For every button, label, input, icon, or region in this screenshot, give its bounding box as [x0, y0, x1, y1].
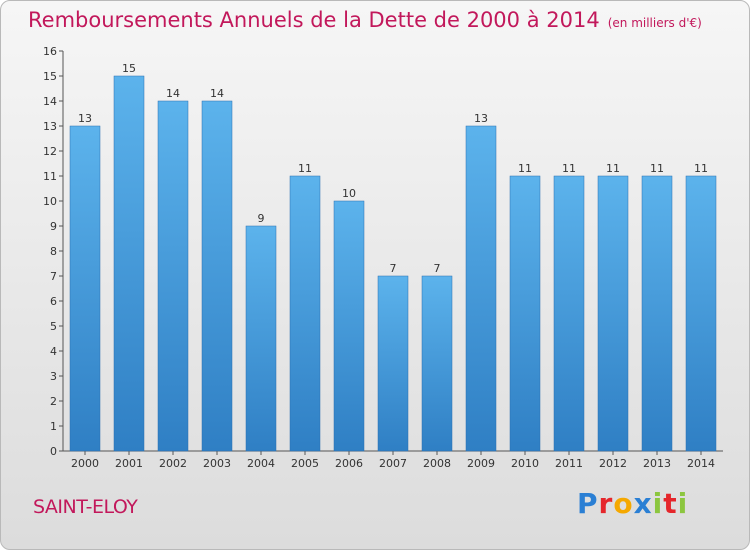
- bar: [421, 275, 453, 452]
- bar: [289, 175, 321, 452]
- bar-value-label: 15: [122, 62, 136, 75]
- bar: [377, 275, 409, 452]
- commune-name: SAINT-ELOY: [33, 496, 138, 518]
- x-tick-label: 2012: [599, 457, 627, 470]
- bar: [509, 175, 541, 452]
- x-tick-label: 2003: [203, 457, 231, 470]
- bar-value-label: 9: [258, 212, 265, 225]
- x-tick-label: 2013: [643, 457, 671, 470]
- bar-value-label: 14: [210, 87, 224, 100]
- logo-letter: o: [613, 487, 634, 520]
- y-tick-label: 0: [50, 445, 57, 458]
- bar: [465, 125, 497, 452]
- logo-letter: i: [677, 487, 689, 520]
- logo-letter: i: [652, 487, 664, 520]
- bar-value-label: 11: [298, 162, 312, 175]
- bar-value-label: 7: [390, 262, 397, 275]
- bar: [553, 175, 585, 452]
- y-tick-label: 4: [50, 345, 57, 358]
- bar: [245, 225, 277, 452]
- y-tick-label: 16: [43, 45, 57, 58]
- y-tick-label: 5: [50, 320, 57, 333]
- y-tick-label: 14: [43, 95, 57, 108]
- x-tick-label: 2001: [115, 457, 143, 470]
- bar-value-label: 14: [166, 87, 180, 100]
- logo-letter: t: [663, 487, 678, 520]
- y-tick-label: 3: [50, 370, 57, 383]
- x-tick-label: 2004: [247, 457, 275, 470]
- y-tick-label: 7: [50, 270, 57, 283]
- x-tick-label: 2010: [511, 457, 539, 470]
- x-tick-label: 2014: [687, 457, 715, 470]
- bar: [69, 125, 101, 452]
- x-tick-label: 2009: [467, 457, 495, 470]
- bar-value-label: 11: [606, 162, 620, 175]
- bar-value-label: 13: [78, 112, 92, 125]
- bar: [333, 200, 365, 452]
- x-tick-label: 2007: [379, 457, 407, 470]
- y-tick-label: 1: [50, 420, 57, 433]
- bar: [597, 175, 629, 452]
- bar: [201, 100, 233, 452]
- y-tick-label: 6: [50, 295, 57, 308]
- x-tick-label: 2000: [71, 457, 99, 470]
- bar: [113, 75, 145, 452]
- bar: [685, 175, 717, 452]
- bar-value-label: 7: [434, 262, 441, 275]
- chart-title: Remboursements Annuels de la Dette de 20…: [28, 8, 702, 32]
- y-tick-label: 10: [43, 195, 57, 208]
- logo-letter: P: [577, 487, 599, 520]
- y-tick-label: 2: [50, 395, 57, 408]
- bar-value-label: 10: [342, 187, 356, 200]
- y-tick-label: 9: [50, 220, 57, 233]
- y-tick-label: 12: [43, 145, 57, 158]
- proxiti-logo: Proxiti: [577, 487, 688, 520]
- y-tick-label: 15: [43, 70, 57, 83]
- logo-letter: x: [633, 487, 653, 520]
- x-tick-label: 2011: [555, 457, 583, 470]
- bar-value-label: 11: [694, 162, 708, 175]
- bar: [157, 100, 189, 452]
- chart-title-text: Remboursements Annuels de la Dette de 20…: [28, 8, 600, 32]
- y-tick-label: 8: [50, 245, 57, 258]
- bar-value-label: 11: [562, 162, 576, 175]
- bar-value-label: 11: [650, 162, 664, 175]
- bar: [641, 175, 673, 452]
- x-tick-label: 2006: [335, 457, 363, 470]
- x-tick-label: 2002: [159, 457, 187, 470]
- bar-value-label: 13: [474, 112, 488, 125]
- y-tick-label: 11: [43, 170, 57, 183]
- logo-letter: r: [598, 487, 614, 520]
- chart-subtitle: (en milliers d'€): [607, 16, 702, 30]
- y-tick-label: 13: [43, 120, 57, 133]
- x-tick-label: 2005: [291, 457, 319, 470]
- x-tick-label: 2008: [423, 457, 451, 470]
- bar-value-label: 11: [518, 162, 532, 175]
